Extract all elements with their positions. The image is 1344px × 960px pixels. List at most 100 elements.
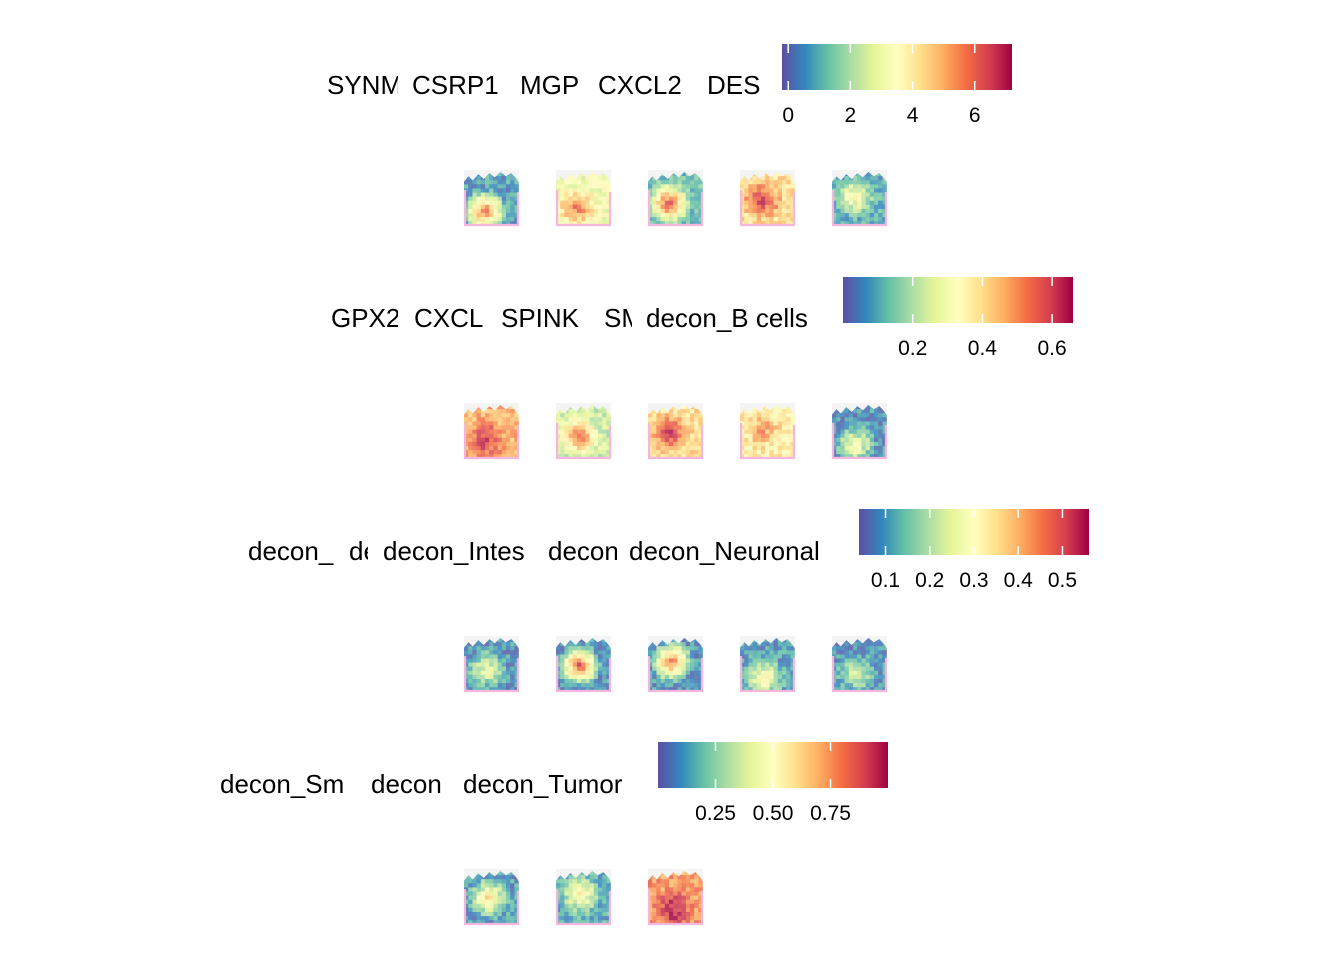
spot: [664, 903, 670, 909]
spot: [844, 425, 849, 430]
spot: [857, 421, 862, 426]
spot: [694, 188, 699, 193]
spot: [681, 429, 686, 434]
spot: [464, 200, 469, 205]
spot: [480, 920, 486, 925]
spot: [694, 441, 699, 447]
tissue-spots: [740, 172, 795, 226]
spot: [740, 180, 745, 185]
spot: [593, 213, 599, 218]
spot: [844, 176, 849, 181]
spot: [698, 683, 703, 688]
spot: [752, 417, 757, 422]
spot: [556, 674, 561, 680]
spot: [756, 646, 762, 651]
spot: [832, 683, 837, 688]
spot: [690, 903, 695, 909]
spot: [493, 454, 498, 459]
spot: [577, 188, 582, 193]
spot: [777, 670, 783, 676]
spot: [510, 920, 515, 925]
spot: [790, 413, 795, 418]
spot: [748, 221, 753, 226]
spot: [832, 217, 837, 222]
spot: [786, 441, 791, 447]
spot: [652, 662, 657, 667]
spot: [568, 221, 573, 226]
spot: [514, 916, 519, 921]
spot: [756, 217, 762, 222]
spot: [765, 679, 770, 684]
spot: [489, 916, 494, 921]
spot: [568, 687, 573, 692]
spot: [606, 662, 611, 667]
spot: [501, 887, 507, 892]
spatial-thumbnail: [555, 170, 612, 227]
spot: [572, 437, 578, 443]
spot: [480, 446, 486, 451]
spot: [556, 433, 561, 438]
spot: [664, 454, 670, 459]
spot: [836, 409, 841, 414]
spot: [669, 679, 674, 684]
spot: [598, 654, 603, 659]
spot: [790, 437, 795, 443]
tissue-border: [739, 656, 796, 693]
spot: [476, 883, 481, 888]
spot: [660, 421, 665, 426]
spot: [669, 683, 674, 688]
spot: [589, 217, 594, 222]
spot: [648, 920, 653, 925]
row-3: decon_ de decon_Intes decon decon_Neuronal0.…: [248, 509, 1089, 693]
spot: [501, 662, 507, 667]
spot: [752, 176, 757, 181]
spot: [572, 204, 578, 210]
spot: [673, 650, 678, 655]
spot: [744, 176, 749, 181]
spot: [690, 221, 695, 226]
spot: [681, 666, 686, 671]
spot: [790, 441, 795, 447]
spot: [773, 654, 778, 659]
spot: [685, 413, 691, 418]
spot: [773, 650, 778, 655]
spot: [853, 192, 858, 197]
spot: [464, 650, 469, 655]
spot: [878, 180, 883, 185]
spot: [664, 687, 670, 692]
spot: [560, 221, 565, 226]
spot: [602, 883, 607, 888]
spot: [568, 654, 573, 659]
spot: [489, 176, 494, 181]
spot: [869, 679, 875, 684]
spot: [694, 683, 699, 688]
spot: [740, 425, 745, 430]
spot: [756, 188, 762, 193]
spot: [602, 421, 607, 426]
spot: [568, 920, 573, 925]
spot: [598, 903, 603, 909]
spot: [493, 425, 498, 430]
spot: [572, 217, 578, 222]
spot: [669, 429, 674, 434]
spot: [577, 417, 582, 422]
spot: [602, 650, 607, 655]
spot: [756, 446, 762, 451]
spot: [497, 871, 502, 876]
spot: [560, 658, 565, 663]
spot: [585, 446, 590, 451]
spot: [685, 433, 691, 438]
spot: [681, 441, 686, 447]
spot: [690, 204, 695, 210]
spot: [476, 188, 481, 193]
spot: [577, 425, 582, 430]
spot: [865, 413, 870, 418]
spot: [673, 425, 678, 430]
spot: [874, 180, 879, 185]
spot: [489, 646, 494, 651]
spot: [857, 446, 862, 451]
spot: [840, 437, 845, 443]
spot: [690, 650, 695, 655]
spot: [698, 429, 703, 434]
spot: [568, 204, 573, 210]
